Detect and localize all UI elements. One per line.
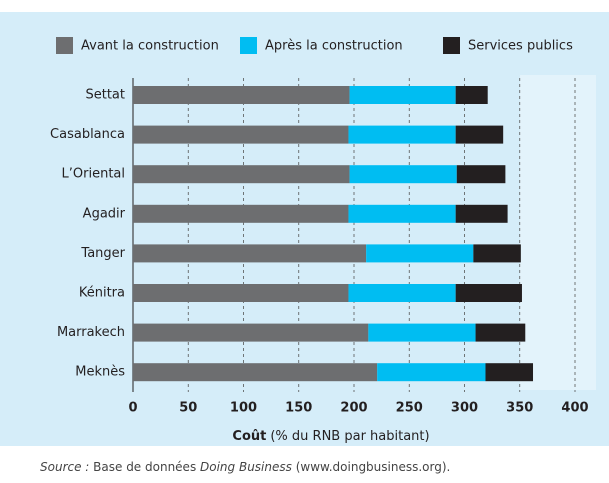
x-tick-label: 100 <box>230 401 257 416</box>
legend-label: Avant la construction <box>81 39 219 54</box>
bar-segment <box>133 204 349 223</box>
x-tick-label: 350 <box>506 401 533 416</box>
source-part: Source : <box>40 460 89 474</box>
y-tick-label: Agadir <box>83 206 126 221</box>
bar-segment <box>349 86 456 104</box>
plot-band <box>520 75 596 390</box>
source-part: (www.doingbusiness.org). <box>292 460 450 474</box>
bar-segment <box>366 244 474 263</box>
bar-segment <box>133 284 349 302</box>
y-tick-label: Meknès <box>75 365 125 380</box>
legend-swatch <box>240 37 257 54</box>
x-tick-label: 300 <box>451 401 478 416</box>
bar-segment <box>133 165 350 184</box>
bar-segment <box>133 244 367 263</box>
bar-segment <box>348 204 456 223</box>
source: Source : Base de données Doing Business … <box>40 460 450 474</box>
bar-segment <box>456 165 506 184</box>
y-tick-label: Casablanca <box>50 127 125 142</box>
x-axis-title-bold: Coût <box>232 429 266 444</box>
x-tick-label: 150 <box>285 401 312 416</box>
y-tick-label: Marrakech <box>57 325 125 340</box>
bar-segment <box>368 323 476 342</box>
bar-segment <box>475 323 526 342</box>
bar-segment <box>133 323 369 342</box>
y-tick-label: Settat <box>85 88 125 103</box>
bar-segment <box>348 284 456 302</box>
bar-segment <box>455 125 504 144</box>
bar-segment <box>473 244 521 263</box>
x-tick-label: 50 <box>179 401 197 416</box>
legend-label: Après la construction <box>265 39 403 54</box>
bar-segment <box>377 363 486 382</box>
source-part: Doing Business <box>200 460 292 474</box>
bar-segment <box>455 284 522 302</box>
legend-swatch <box>56 37 73 54</box>
bar-segment <box>485 363 534 382</box>
legend-label: Services publics <box>468 39 573 54</box>
y-tick-label: Tanger <box>80 246 125 261</box>
y-tick-label: Kénitra <box>79 286 125 301</box>
x-tick-label: 200 <box>340 401 367 416</box>
bar-segment <box>455 204 508 223</box>
y-tick-label: L’Oriental <box>62 167 125 182</box>
x-tick-label: 250 <box>396 401 423 416</box>
bar-segment <box>349 165 457 184</box>
bar-segment <box>133 125 349 144</box>
source-part: Base de données <box>89 460 200 474</box>
x-tick-label: 0 <box>128 401 137 416</box>
bar-segment <box>133 363 378 382</box>
bar-segment <box>455 86 488 104</box>
legend-swatch <box>443 37 460 54</box>
x-axis-title-rest: (% du RNB par habitant) <box>270 429 429 444</box>
bar-segment <box>133 86 350 104</box>
x-tick-label: 400 <box>561 401 588 416</box>
bar-segment <box>348 125 456 144</box>
x-axis-title: Coût (% du RNB par habitant) <box>232 429 429 444</box>
